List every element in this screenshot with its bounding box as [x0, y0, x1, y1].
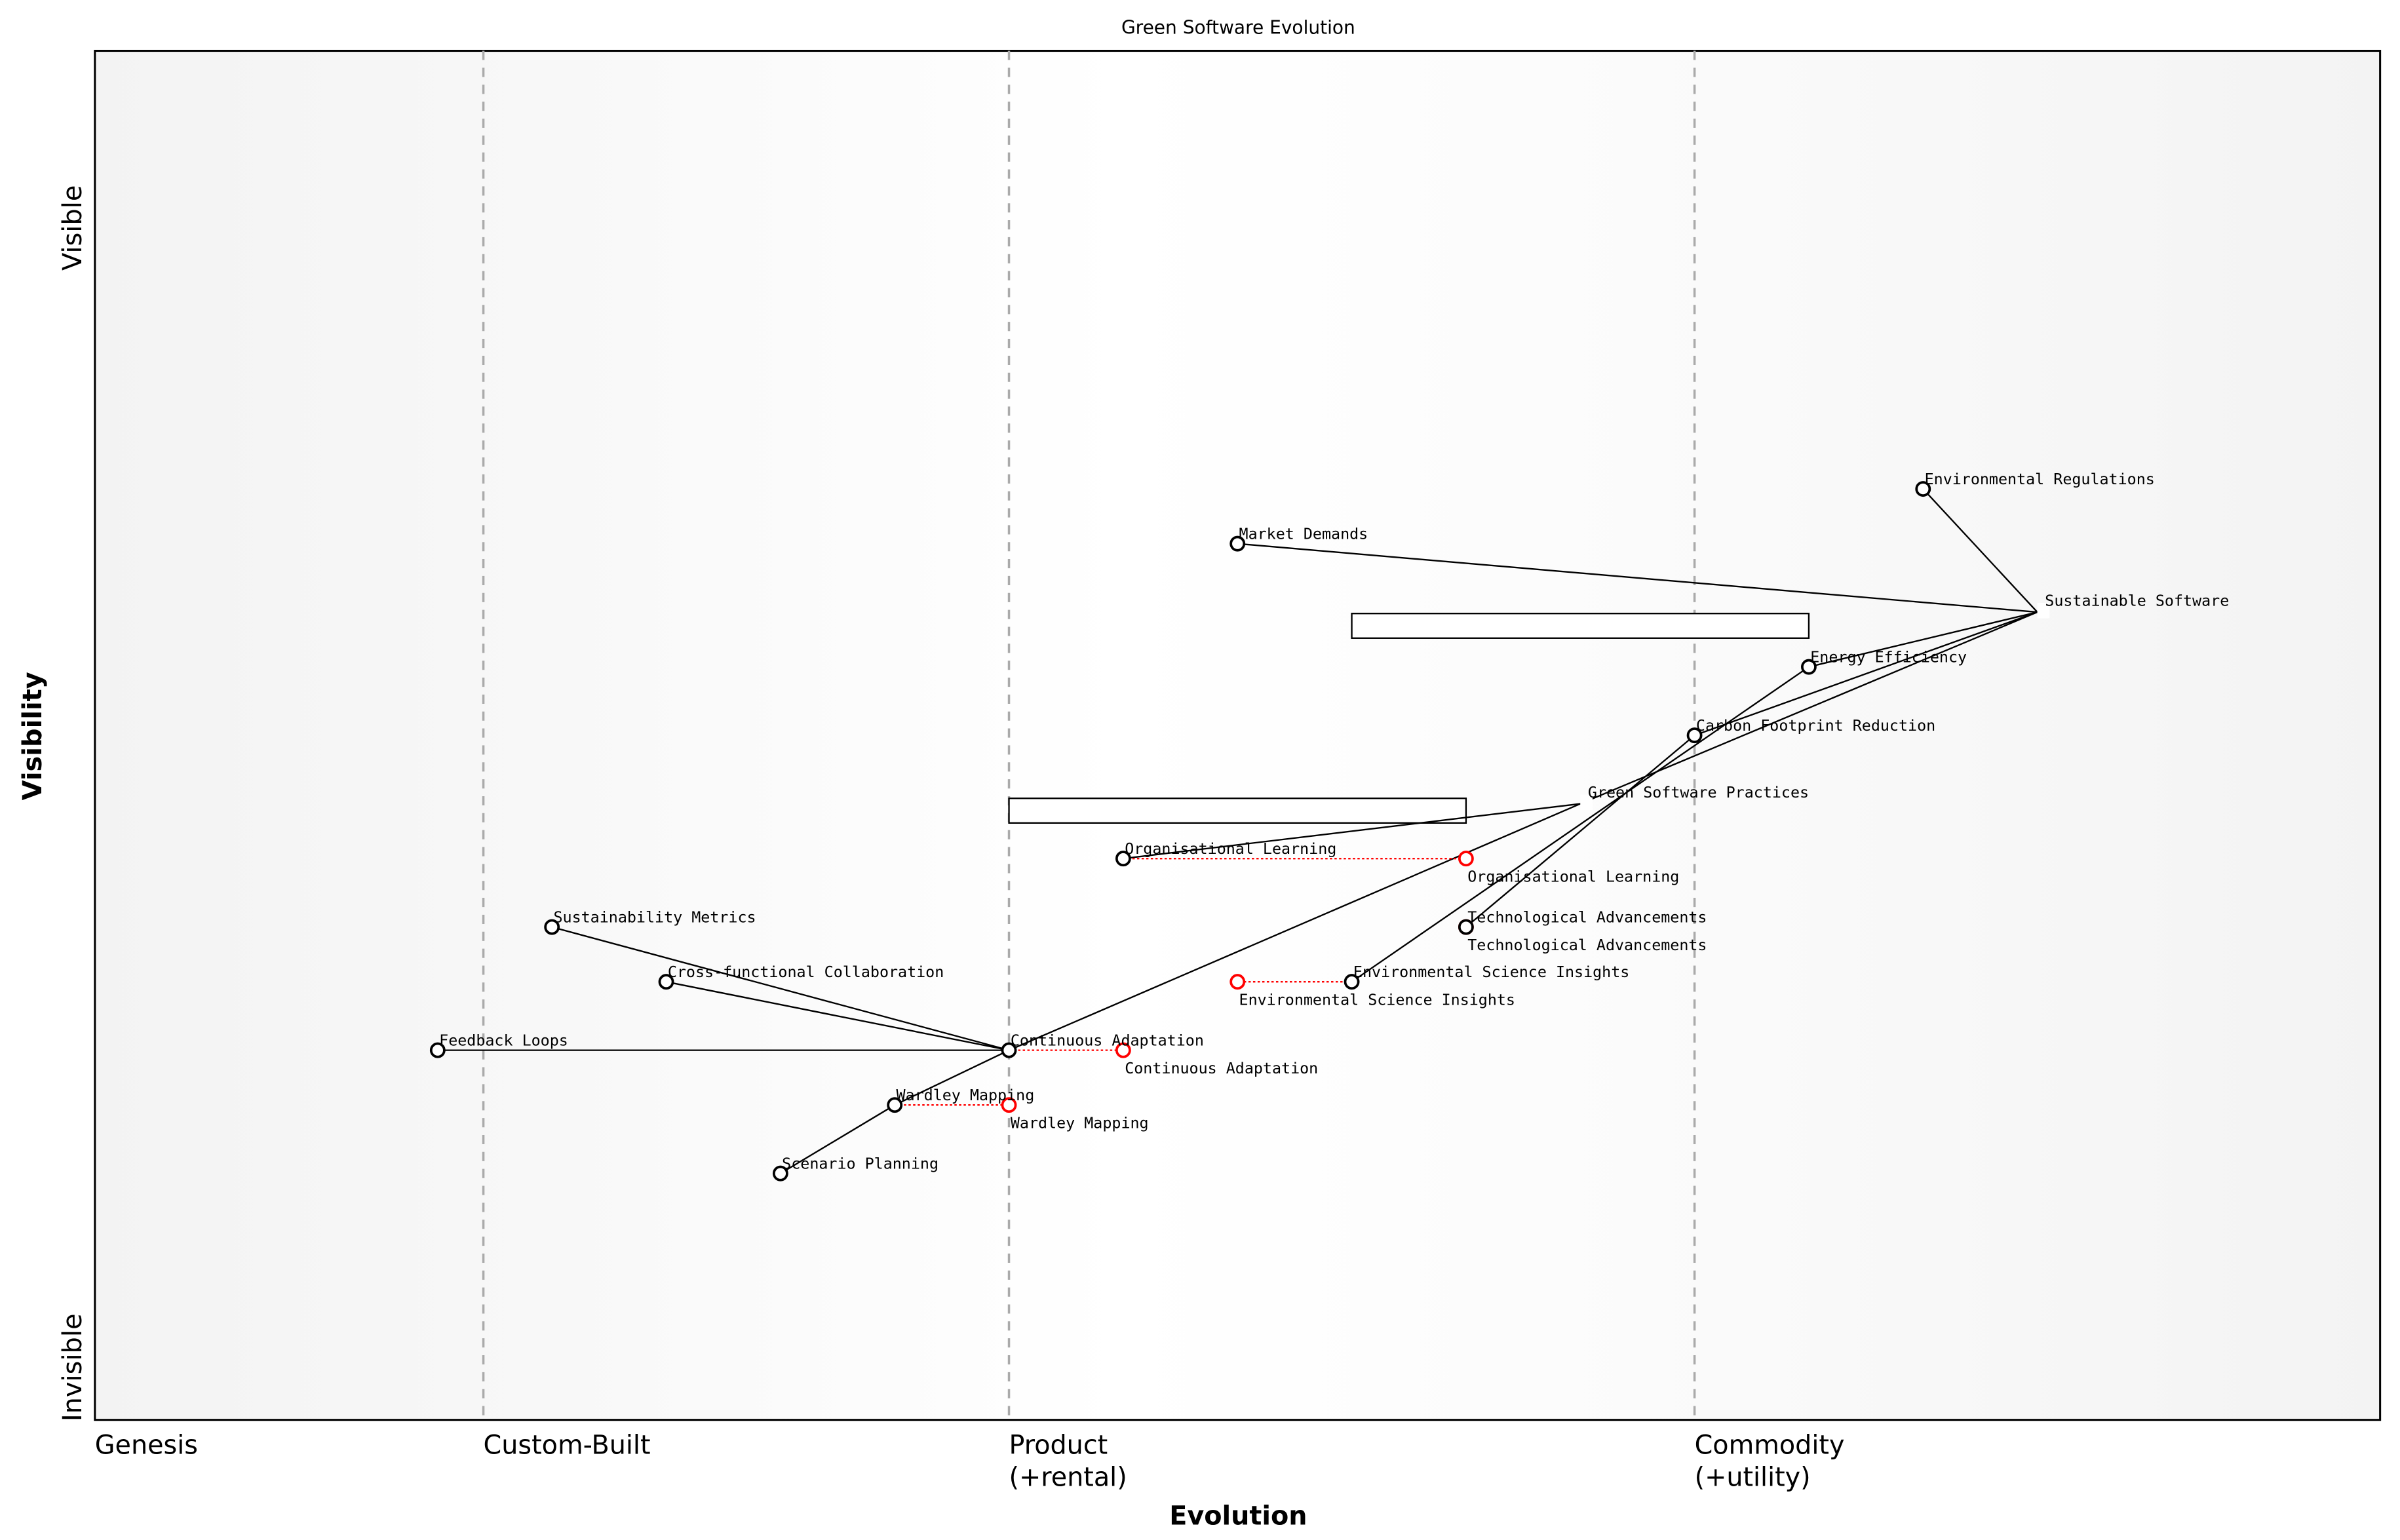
component-marker[interactable] [1344, 974, 1360, 990]
component-anchor[interactable] [1580, 794, 1593, 810]
evolved-component-label: Continuous Adaptation [1125, 1059, 1318, 1077]
x-axis-title: Evolution [1169, 1501, 1307, 1531]
component-label[interactable]: Green Software Practices [1588, 783, 1809, 801]
component-label[interactable]: Energy Efficiency [1810, 648, 1967, 666]
dependency-link [666, 981, 1009, 1051]
component-marker[interactable] [1458, 919, 1474, 935]
component-label[interactable]: Technological Advancements [1467, 908, 1707, 926]
dependency-link [1808, 611, 2038, 668]
evolved-component-label: Organisational Learning [1467, 867, 1679, 885]
stage-label: Genesis [95, 1430, 198, 1460]
dependency-link [780, 1104, 895, 1174]
y-axis-title: Visibility [18, 672, 48, 800]
component-label[interactable]: Market Demands [1239, 525, 1368, 543]
component-label[interactable]: Feedback Loops [439, 1031, 568, 1050]
y-top-label: Visible [58, 185, 88, 271]
component-marker[interactable] [1686, 727, 1703, 744]
dependency-link [1351, 666, 1810, 983]
dependency-link [551, 926, 1009, 1051]
stage-label: Commodity [1695, 1430, 1845, 1460]
component-marker[interactable] [1915, 481, 1931, 497]
evolved-component-marker[interactable] [1001, 1097, 1017, 1113]
evolved-component-marker[interactable] [1458, 851, 1474, 867]
component-label[interactable]: Wardley Mapping [897, 1086, 1035, 1104]
component-label[interactable]: Cross-functional Collaboration [668, 963, 944, 981]
evolved-component-label: Environmental Science Insights [1239, 990, 1515, 1009]
component-layer: Environmental Regulations Sustainable Sof… [429, 470, 2229, 1182]
component-label[interactable]: Scenario Planning [782, 1155, 939, 1173]
evolved-component-label: Wardley Mapping [1011, 1113, 1149, 1132]
component-label[interactable]: Continuous Adaptation [1011, 1031, 1204, 1050]
component-marker[interactable] [544, 919, 560, 935]
stage-label: Product [1009, 1430, 1108, 1460]
y-bottom-label: Invisible [58, 1313, 88, 1421]
dependency-link [1237, 543, 2038, 613]
component-label[interactable]: Carbon Footprint Reduction [1696, 716, 1935, 735]
component-anchor[interactable] [2037, 603, 2050, 619]
stage-sublabel: (+rental) [1009, 1463, 1127, 1493]
stage-layer: Genesis Custom-Built Product(+rental) Commo… [95, 50, 1845, 1493]
pipeline-layer [1008, 613, 1810, 824]
evolved-component-label: Technological Advancements [1467, 936, 1707, 954]
component-label[interactable]: Organisational Learning [1125, 839, 1336, 858]
component-marker[interactable] [1001, 1042, 1017, 1058]
evolved-component-marker[interactable] [1229, 974, 1246, 990]
dependency-link [894, 1049, 1010, 1106]
component-label[interactable]: Sustainable Software [2045, 592, 2229, 610]
pipeline-box [1008, 798, 1467, 824]
dependency-link [1465, 735, 1695, 928]
link-layer [437, 488, 2038, 1174]
component-marker[interactable] [658, 974, 674, 990]
dependency-link [1123, 803, 1581, 860]
component-marker[interactable] [1229, 535, 1246, 552]
component-marker[interactable] [1801, 659, 1817, 675]
component-marker[interactable] [1115, 851, 1131, 867]
stage-sublabel: (+utility) [1695, 1463, 1811, 1493]
component-label[interactable]: Sustainability Metrics [554, 908, 756, 926]
component-label[interactable]: Environmental Regulations [1925, 470, 2155, 488]
component-marker[interactable] [772, 1165, 788, 1182]
stage-label: Custom-Built [484, 1430, 651, 1460]
dependency-link [1009, 803, 1581, 1051]
component-marker[interactable] [887, 1097, 903, 1113]
evolution-layer [895, 857, 1466, 1106]
dependency-link [1922, 488, 2038, 613]
evolved-component-marker[interactable] [1115, 1042, 1131, 1058]
component-label[interactable]: Environmental Science Insights [1353, 963, 1629, 981]
pipeline-box [1351, 613, 1810, 639]
map-title: Green Software Evolution [1121, 17, 1355, 39]
dependency-link [1694, 611, 2038, 737]
component-marker[interactable] [429, 1042, 446, 1058]
plot-area [94, 50, 2382, 1421]
